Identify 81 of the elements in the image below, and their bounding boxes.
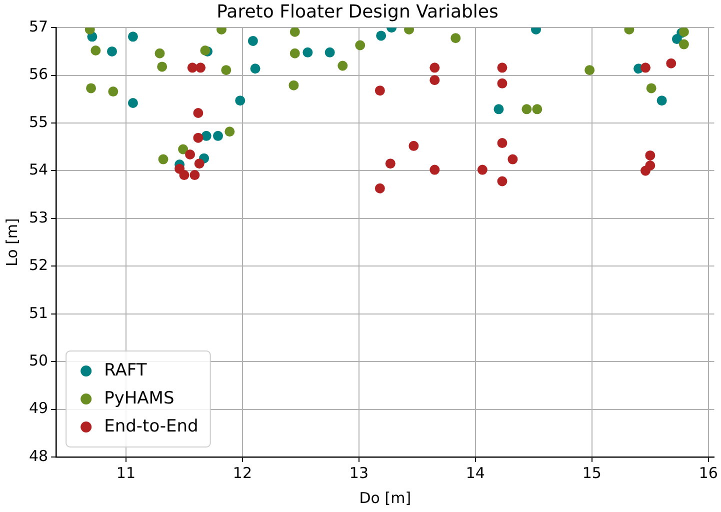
point bbox=[158, 154, 168, 164]
point bbox=[187, 62, 198, 73]
point bbox=[646, 83, 656, 94]
point bbox=[250, 64, 260, 74]
point bbox=[338, 60, 348, 71]
point bbox=[508, 154, 518, 164]
point bbox=[302, 47, 313, 58]
x-tick-label: 16 bbox=[698, 464, 718, 482]
point bbox=[157, 62, 168, 72]
point bbox=[376, 30, 386, 41]
y-tick-label: 51 bbox=[28, 304, 48, 322]
point bbox=[200, 46, 210, 56]
point bbox=[656, 96, 667, 106]
point bbox=[201, 130, 212, 141]
y-tick-label: 52 bbox=[28, 256, 48, 274]
point bbox=[107, 46, 117, 56]
point bbox=[108, 86, 118, 97]
point bbox=[185, 150, 196, 160]
y-tick-label: 56 bbox=[28, 65, 48, 84]
point bbox=[477, 164, 488, 175]
point bbox=[374, 86, 385, 96]
point bbox=[290, 48, 300, 58]
x-tick-label: 12 bbox=[232, 464, 252, 482]
point bbox=[248, 36, 258, 46]
point bbox=[193, 132, 204, 143]
point bbox=[355, 40, 366, 50]
point bbox=[450, 33, 461, 44]
point bbox=[128, 98, 138, 108]
point bbox=[430, 62, 440, 73]
y-tick-label: 49 bbox=[28, 399, 48, 418]
point bbox=[193, 108, 204, 118]
point bbox=[408, 140, 419, 151]
x-tick-label: 13 bbox=[349, 464, 368, 482]
point bbox=[213, 130, 223, 141]
x-axis-title: Do [m] bbox=[359, 488, 412, 507]
point bbox=[640, 62, 650, 73]
point bbox=[385, 158, 396, 169]
point bbox=[430, 164, 440, 175]
point bbox=[128, 32, 138, 42]
point bbox=[497, 62, 508, 73]
point bbox=[532, 104, 542, 114]
point bbox=[288, 80, 299, 90]
point bbox=[666, 58, 676, 68]
legend-label: RAFT bbox=[104, 360, 148, 380]
point bbox=[678, 39, 689, 50]
point bbox=[179, 170, 190, 180]
point bbox=[374, 183, 385, 194]
point bbox=[290, 28, 300, 37]
point bbox=[178, 144, 188, 154]
point bbox=[221, 65, 232, 76]
point bbox=[497, 176, 508, 186]
y-tick-label: 48 bbox=[28, 446, 48, 465]
x-tick-label: 14 bbox=[466, 464, 485, 482]
point bbox=[497, 138, 508, 148]
y-tick-label: 50 bbox=[28, 351, 48, 370]
point bbox=[190, 170, 200, 180]
point bbox=[430, 75, 440, 86]
y-tick-label: 55 bbox=[28, 112, 48, 131]
y-tick-label: 53 bbox=[28, 208, 48, 226]
point bbox=[86, 83, 96, 94]
point bbox=[154, 48, 165, 58]
point bbox=[324, 47, 335, 58]
legend-label: End-to-End bbox=[104, 416, 198, 436]
y-tick-label: 54 bbox=[28, 160, 48, 179]
point bbox=[90, 46, 101, 56]
point bbox=[522, 104, 532, 114]
legend-label: PyHAMS bbox=[104, 388, 174, 408]
x-tick-label: 11 bbox=[116, 464, 136, 482]
x-tick-label: 15 bbox=[582, 464, 602, 482]
point bbox=[494, 104, 504, 114]
chart-title: Pareto Floater Design Variables bbox=[216, 1, 498, 22]
point bbox=[235, 96, 246, 106]
point bbox=[645, 150, 656, 160]
point bbox=[194, 158, 204, 169]
point bbox=[497, 78, 508, 88]
y-axis-title: Lo [m] bbox=[2, 218, 21, 266]
point bbox=[224, 126, 235, 137]
point bbox=[196, 62, 206, 73]
point bbox=[640, 166, 650, 176]
y-tick-label: 57 bbox=[28, 17, 48, 36]
point bbox=[584, 65, 595, 76]
